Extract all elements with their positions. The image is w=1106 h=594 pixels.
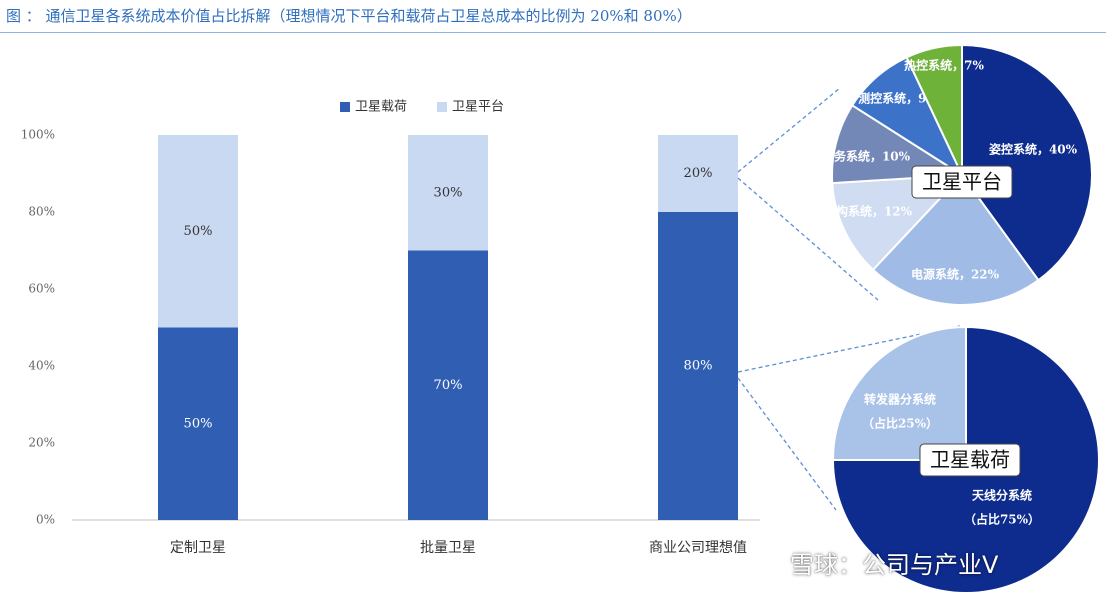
platform-pie-slice-label: 结构系统，12% [824,204,913,219]
legend-label: 卫星载荷 [355,100,407,115]
bar-data-label: 20% [684,166,713,181]
platform-pie-slice [961,43,1093,282]
bar-data-label: 80% [684,359,713,374]
payload-pie-center-label-box [919,443,1021,477]
platform-pie-slice [831,103,966,185]
platform-pie-slice-label: 姿控系统，40% [989,142,1078,157]
payload-pie-slice-sublabel: （占比25%） [862,416,938,431]
platform-pie-slice-label: 星务系统，10% [822,149,911,164]
bar-segment-platform [158,135,238,328]
watermark: 雪球：公司与产业V [754,538,998,586]
payload-pie-slice-sublabel: （占比75%） [964,512,1040,527]
caption-divider [0,32,1106,33]
legend-label: 卫星平台 [452,100,504,115]
payload-pie-center-label: 卫星载荷 [930,448,1010,472]
bar-data-label: 30% [434,185,463,200]
bar-segment-payload [658,212,738,520]
y-tick-label: 40% [28,359,55,373]
platform-pie-slice-label: 热控系统，7% [904,58,984,73]
y-tick-label: 20% [28,436,55,450]
snowball-logo-icon [755,548,783,576]
legend-swatch [340,102,350,112]
watermark-text: 雪球：公司与产业V [790,550,999,579]
platform-pie-slice [831,173,965,272]
y-tick-label: 100% [21,128,55,142]
figure-caption: 图 ： 通信卫星各系统成本价值占比拆解（理想情况下平台和载荷占卫星总成本的比例为… [6,7,692,25]
platform-pie-slice [905,43,963,176]
platform-pie-slice [871,173,1040,306]
y-tick-label: 0% [36,513,55,527]
y-tick-label: 80% [28,205,55,219]
payload-pie-slice [831,325,967,461]
bar-segment-payload [158,327,238,520]
platform-pie-center-label: 卫星平台 [922,170,1002,194]
payload-pie-slice-label: 天线分系统 [972,488,1032,503]
platform-pie-slice-label: 测控系统，9% [858,91,938,106]
y-tick-label: 60% [28,282,55,296]
x-category-label: 商业公司理想值 [649,540,747,556]
platform-pie-slice-label: 电源系统，22% [911,267,1000,282]
legend-swatch [437,102,447,112]
bar-data-label: 50% [184,416,213,431]
bar-data-label: 50% [184,224,213,239]
x-category-label: 批量卫星 [420,540,476,556]
connector-line [737,325,961,373]
bar-data-label: 70% [434,378,463,393]
connector-line [737,177,879,301]
platform-pie-center-label-box [911,165,1013,199]
connector-line [737,87,841,173]
bar-segment-platform [408,135,488,251]
x-category-label: 定制卫星 [170,540,226,556]
connector-line [737,377,837,511]
bar-segment-payload [408,250,488,520]
bar-segment-platform [658,135,738,212]
payload-pie-slice-label: 转发器分系统 [864,392,936,407]
